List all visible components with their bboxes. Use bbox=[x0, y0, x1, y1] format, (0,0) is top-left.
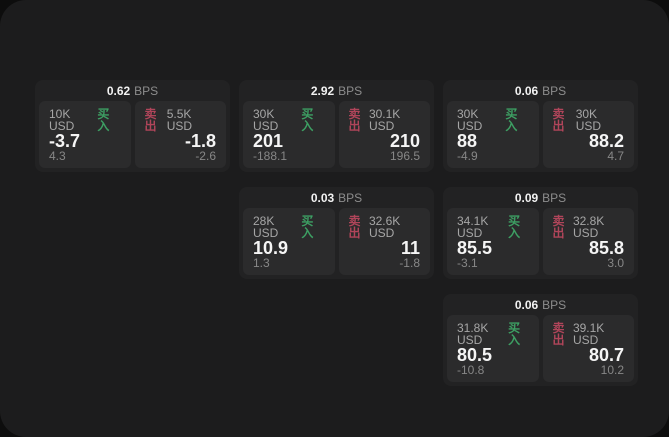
bps-value: 0.03 bbox=[310, 190, 335, 205]
buy-amount: 28K USD bbox=[253, 214, 279, 240]
bps-unit-label: BPS bbox=[542, 83, 567, 98]
bps-unit-label: BPS bbox=[542, 297, 567, 312]
sell-delta: -1.8 bbox=[399, 256, 420, 270]
buy-delta: -3.1 bbox=[457, 256, 478, 270]
quote-card: 0.06 BPS 31.8K USD 买入 80.5 -10.8 卖出 39.1… bbox=[443, 294, 638, 386]
sell-side-label: 卖出 bbox=[348, 214, 361, 240]
bps-unit-label: BPS bbox=[338, 83, 363, 98]
sell-amount: 30.1K USD bbox=[368, 107, 401, 133]
sell-panel[interactable]: 卖出 5.5K USD -1.8 -2.6 bbox=[134, 101, 226, 168]
sell-amount: 39.1K USD bbox=[572, 321, 605, 347]
quote-card: 0.62 BPS 10K USD 买入 -3.7 4.3 卖出 5.5K USD bbox=[35, 80, 230, 172]
sell-panel[interactable]: 卖出 30K USD 88.2 4.7 bbox=[542, 101, 634, 168]
buy-side-label: 买入 bbox=[97, 107, 110, 133]
bps-value: 0.06 bbox=[514, 297, 539, 312]
bps-value: 0.09 bbox=[514, 190, 539, 205]
buy-side-label: 买入 bbox=[301, 107, 314, 133]
sell-side-label: 卖出 bbox=[348, 107, 361, 133]
buy-panel[interactable]: 30K USD 买入 201 -188.1 bbox=[243, 101, 335, 168]
buy-price: 85.5 bbox=[457, 238, 493, 258]
sell-delta: 196.5 bbox=[389, 149, 420, 163]
quote-card: 0.06 BPS 30K USD 买入 88 -4.9 卖出 30K USD bbox=[443, 80, 638, 172]
card-header: 0.03 BPS bbox=[239, 187, 434, 208]
buy-side-label: 买入 bbox=[505, 107, 518, 133]
quote-card: 0.03 BPS 28K USD 买入 10.9 1.3 卖出 32.6K US… bbox=[239, 187, 434, 279]
buy-price: 201 bbox=[253, 131, 284, 151]
sell-panel[interactable]: 卖出 32.6K USD 11 -1.8 bbox=[338, 208, 430, 275]
buy-side-label: 买入 bbox=[508, 214, 521, 240]
bps-value: 0.62 bbox=[106, 83, 131, 98]
card-header: 0.09 BPS bbox=[443, 187, 638, 208]
sell-price: 80.7 bbox=[588, 345, 624, 365]
card-header: 0.62 BPS bbox=[35, 80, 230, 101]
sell-side-label: 卖出 bbox=[552, 107, 565, 133]
sell-side-label: 卖出 bbox=[552, 321, 565, 347]
buy-delta: -4.9 bbox=[457, 149, 478, 163]
buy-amount: 31.8K USD bbox=[457, 321, 489, 347]
bps-unit-label: BPS bbox=[542, 190, 567, 205]
buy-sell-panels: 28K USD 买入 10.9 1.3 卖出 32.6K USD 11 -1.8 bbox=[239, 208, 434, 279]
buy-side-label: 买入 bbox=[508, 321, 521, 347]
buy-panel[interactable]: 10K USD 买入 -3.7 4.3 bbox=[39, 101, 131, 168]
buy-side-label: 买入 bbox=[301, 214, 314, 240]
buy-amount: 30K USD bbox=[457, 107, 483, 133]
quote-card: 2.92 BPS 30K USD 买入 201 -188.1 卖出 30.1K … bbox=[239, 80, 434, 172]
sell-delta: 3.0 bbox=[607, 256, 624, 270]
sell-panel[interactable]: 卖出 39.1K USD 80.7 10.2 bbox=[542, 315, 634, 382]
sell-delta: 10.2 bbox=[600, 363, 624, 377]
buy-delta: -188.1 bbox=[253, 149, 288, 163]
buy-sell-panels: 30K USD 买入 201 -188.1 卖出 30.1K USD 210 1… bbox=[239, 101, 434, 172]
sell-amount: 32.6K USD bbox=[368, 214, 401, 240]
quote-card: 0.09 BPS 34.1K USD 买入 85.5 -3.1 卖出 32.8K… bbox=[443, 187, 638, 279]
buy-sell-panels: 34.1K USD 买入 85.5 -3.1 卖出 32.8K USD 85.8… bbox=[443, 208, 638, 279]
bps-value: 2.92 bbox=[310, 83, 335, 98]
buy-delta: 4.3 bbox=[49, 149, 66, 163]
buy-amount: 30K USD bbox=[253, 107, 279, 133]
buy-amount: 34.1K USD bbox=[457, 214, 489, 240]
sell-side-label: 卖出 bbox=[552, 214, 565, 240]
card-header: 0.06 BPS bbox=[443, 80, 638, 101]
sell-price: 85.8 bbox=[588, 238, 624, 258]
buy-sell-panels: 31.8K USD 买入 80.5 -10.8 卖出 39.1K USD 80.… bbox=[443, 315, 638, 386]
buy-price: 88 bbox=[457, 131, 478, 151]
quote-card-grid: 0.62 BPS 10K USD 买入 -3.7 4.3 卖出 5.5K USD bbox=[35, 80, 638, 386]
buy-sell-panels: 10K USD 买入 -3.7 4.3 卖出 5.5K USD -1.8 -2.… bbox=[35, 101, 230, 172]
sell-amount: 5.5K USD bbox=[166, 107, 193, 133]
buy-price: -3.7 bbox=[49, 131, 81, 151]
buy-panel[interactable]: 34.1K USD 买入 85.5 -3.1 bbox=[447, 208, 539, 275]
buy-delta: 1.3 bbox=[253, 256, 270, 270]
buy-panel[interactable]: 31.8K USD 买入 80.5 -10.8 bbox=[447, 315, 539, 382]
sell-price: 11 bbox=[400, 238, 420, 258]
buy-panel[interactable]: 28K USD 买入 10.9 1.3 bbox=[243, 208, 335, 275]
bps-value: 0.06 bbox=[514, 83, 539, 98]
sell-delta: 4.7 bbox=[607, 149, 624, 163]
card-header: 0.06 BPS bbox=[443, 294, 638, 315]
buy-panel[interactable]: 30K USD 买入 88 -4.9 bbox=[447, 101, 539, 168]
buy-delta: -10.8 bbox=[457, 363, 485, 377]
sell-panel[interactable]: 卖出 30.1K USD 210 196.5 bbox=[338, 101, 430, 168]
card-header: 2.92 BPS bbox=[239, 80, 434, 101]
buy-amount: 10K USD bbox=[49, 107, 75, 133]
buy-sell-panels: 30K USD 买入 88 -4.9 卖出 30K USD 88.2 4.7 bbox=[443, 101, 638, 172]
sell-price: -1.8 bbox=[184, 131, 216, 151]
bps-unit-label: BPS bbox=[134, 83, 159, 98]
sell-amount: 30K USD bbox=[575, 107, 602, 133]
sell-price: 88.2 bbox=[588, 131, 624, 151]
buy-price: 80.5 bbox=[457, 345, 493, 365]
sell-side-label: 卖出 bbox=[144, 107, 157, 133]
buy-price: 10.9 bbox=[253, 238, 289, 258]
bps-unit-label: BPS bbox=[338, 190, 363, 205]
sell-delta: -2.6 bbox=[195, 149, 216, 163]
sell-price: 210 bbox=[389, 131, 420, 151]
sell-panel[interactable]: 卖出 32.8K USD 85.8 3.0 bbox=[542, 208, 634, 275]
sell-amount: 32.8K USD bbox=[572, 214, 605, 240]
